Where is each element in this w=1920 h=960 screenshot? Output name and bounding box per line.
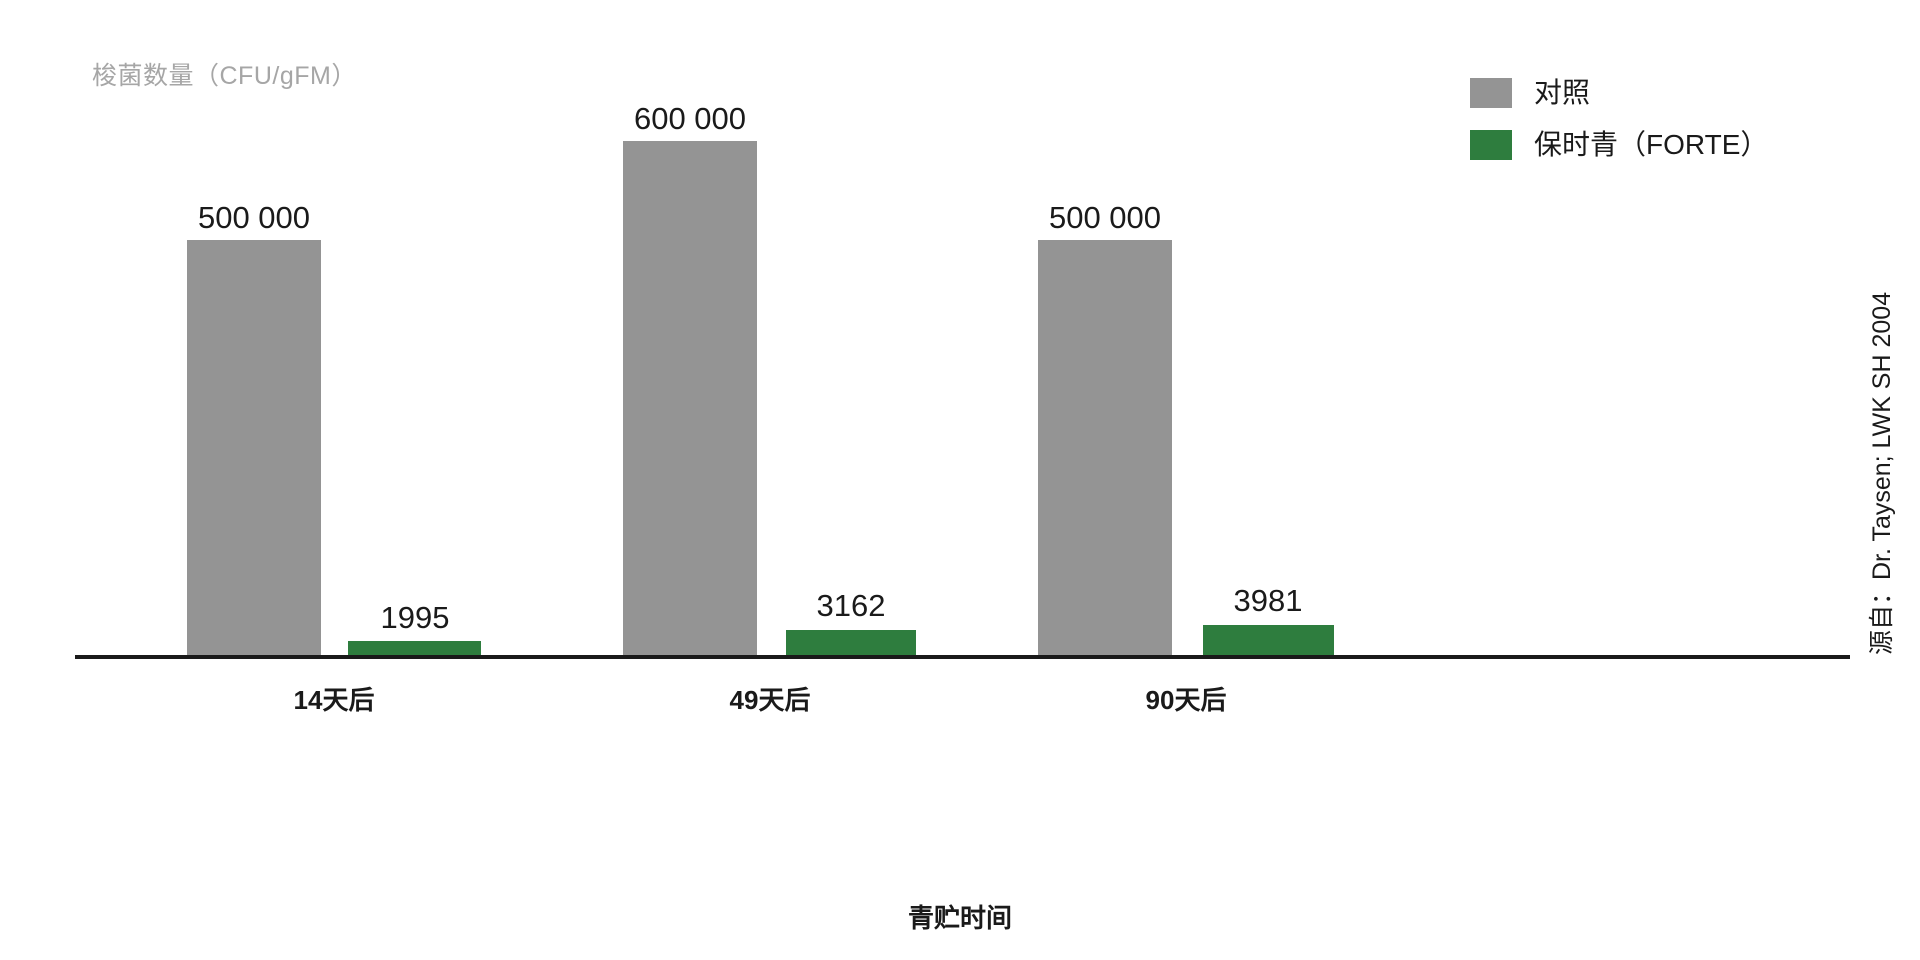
bar-value-control-14d: 500 000 — [197, 200, 311, 235]
legend-swatch-forte — [1470, 130, 1512, 160]
bar-forte-90d — [1203, 625, 1334, 655]
bar-control-49d — [623, 141, 757, 655]
bar-control-90d — [1038, 240, 1172, 655]
bar-control-14d — [187, 240, 321, 655]
bar-value-forte-14d: 1995 — [380, 600, 450, 635]
category-label-14d: 14天后 — [293, 685, 375, 715]
legend-item-control: 对照 — [1470, 78, 1768, 108]
category-label-49d: 49天后 — [729, 685, 811, 715]
bar-value-forte-90d: 3981 — [1233, 583, 1303, 618]
bar-forte-49d — [786, 630, 916, 655]
chart-legend: 对照 保时青（FORTE） — [1470, 78, 1768, 160]
legend-swatch-control — [1470, 78, 1512, 108]
legend-label-forte: 保时青（FORTE） — [1534, 129, 1769, 160]
legend-item-forte: 保时青（FORTE） — [1470, 130, 1768, 160]
bar-value-forte-49d: 3162 — [816, 588, 886, 623]
source-credit: 源自：Dr. Taysen; LWK SH 2004 — [1868, 291, 1896, 655]
y-axis-caption: 梭菌数量（CFU/gFM） — [92, 62, 357, 90]
x-axis-line — [75, 655, 1850, 659]
category-label-90d: 90天后 — [1145, 685, 1227, 715]
legend-label-control: 对照 — [1534, 77, 1591, 108]
x-axis-title: 青贮时间 — [907, 903, 1013, 933]
bar-value-control-49d: 600 000 — [633, 101, 747, 136]
bar-forte-14d — [348, 641, 481, 655]
bar-value-control-90d: 500 000 — [1048, 200, 1162, 235]
